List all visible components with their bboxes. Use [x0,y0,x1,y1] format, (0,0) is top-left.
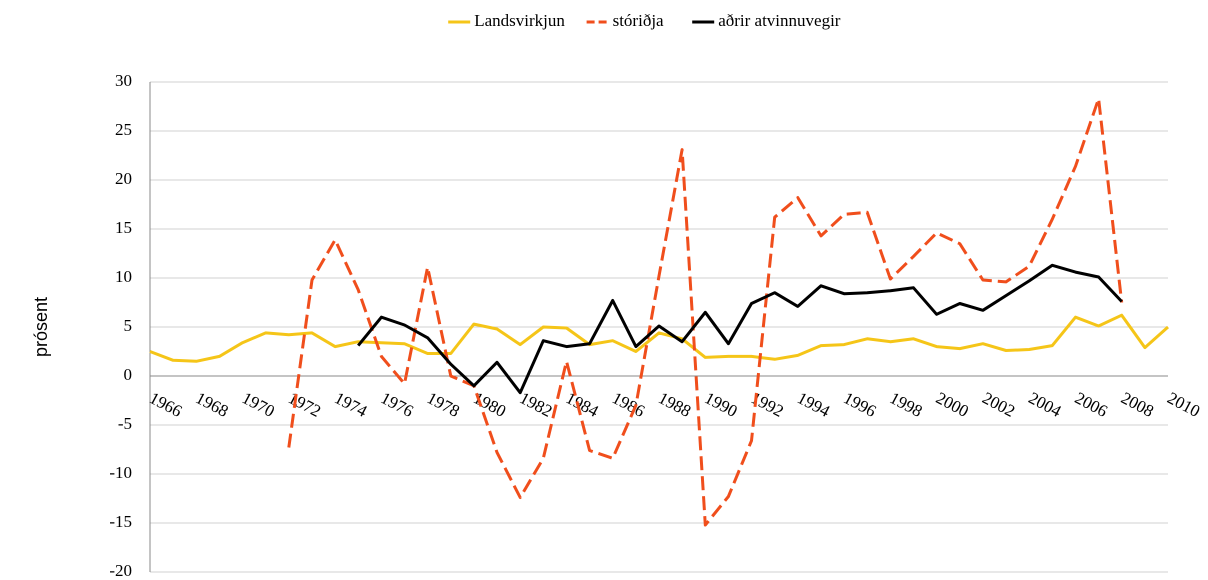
y-tick-label: 25 [115,120,132,139]
y-axis-label: prósent [31,297,51,357]
legend-label: Landsvirkjun [474,11,565,30]
y-tick-label: -5 [118,414,132,433]
y-tick-label: -10 [109,463,132,482]
y-tick-label: 30 [115,71,132,90]
series-line [357,263,1123,395]
series-line [287,97,1124,527]
y-tick-label: -20 [109,561,132,580]
legend-label: aðrir atvinnuvegir [718,11,841,30]
y-tick-label: 0 [124,365,133,384]
series-line [149,313,1169,363]
legend-label: stóriðja [613,11,664,30]
y-tick-label: -15 [109,512,132,531]
y-tick-label: 5 [124,316,133,335]
y-tick-label: 15 [115,218,132,237]
y-tick-label: 10 [115,267,132,286]
y-tick-label: 20 [115,169,132,188]
